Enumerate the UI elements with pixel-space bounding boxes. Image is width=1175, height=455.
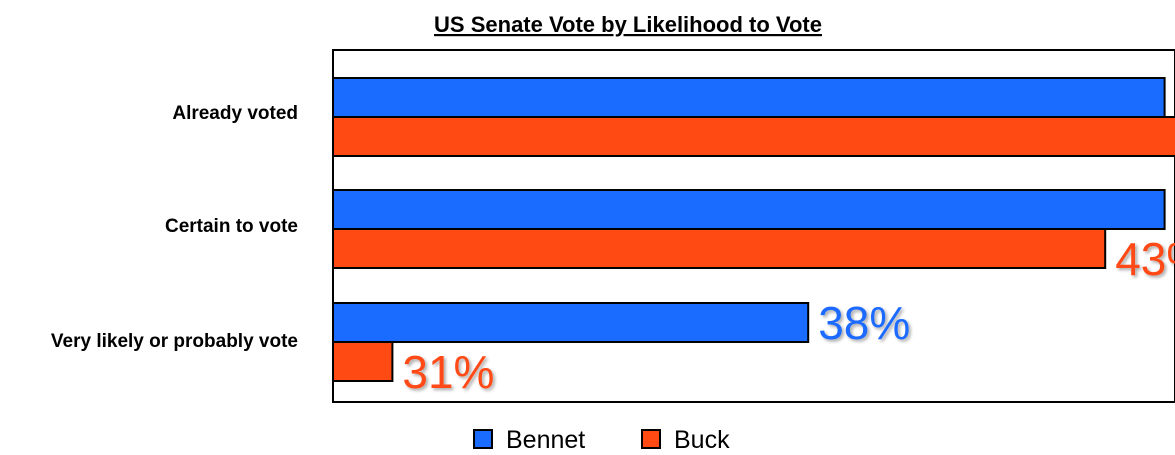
chart-title: US Senate Vote by Likelihood to Vote xyxy=(434,12,822,37)
legend-label-buck: Buck xyxy=(674,426,730,454)
data-label-buck-certain-to-vote: 43% xyxy=(1115,233,1175,285)
legend: Bennet Buck xyxy=(473,426,730,454)
category-labels: Already voted Certain to vote Very likely … xyxy=(51,103,298,352)
legend-swatch-bennet xyxy=(473,429,493,449)
category-label-already-voted: Already voted xyxy=(172,103,298,124)
category-label-certain-to-vote: Certain to vote xyxy=(165,216,298,237)
data-labels: 44%45%44%43%38%31% xyxy=(402,72,1175,398)
data-label-buck-very-likely-or-probably-vote: 31% xyxy=(402,346,494,398)
category-label-very-likely-or-probably-vote: Very likely or probably vote xyxy=(51,331,298,352)
bars-layer xyxy=(332,77,1175,382)
legend-label-bennet: Bennet xyxy=(506,426,585,454)
legend-swatch-buck xyxy=(641,429,661,449)
bar-buck-very-likely-or-probably-vote xyxy=(332,341,394,382)
bar-bennet-already-voted xyxy=(332,77,1166,118)
bar-buck-certain-to-vote xyxy=(332,228,1107,269)
bar-bennet-certain-to-vote xyxy=(332,189,1166,230)
bar-bennet-very-likely-or-probably-vote xyxy=(332,302,810,343)
bar-buck-already-voted xyxy=(332,116,1175,157)
data-label-bennet-very-likely-or-probably-vote: 38% xyxy=(818,297,910,349)
